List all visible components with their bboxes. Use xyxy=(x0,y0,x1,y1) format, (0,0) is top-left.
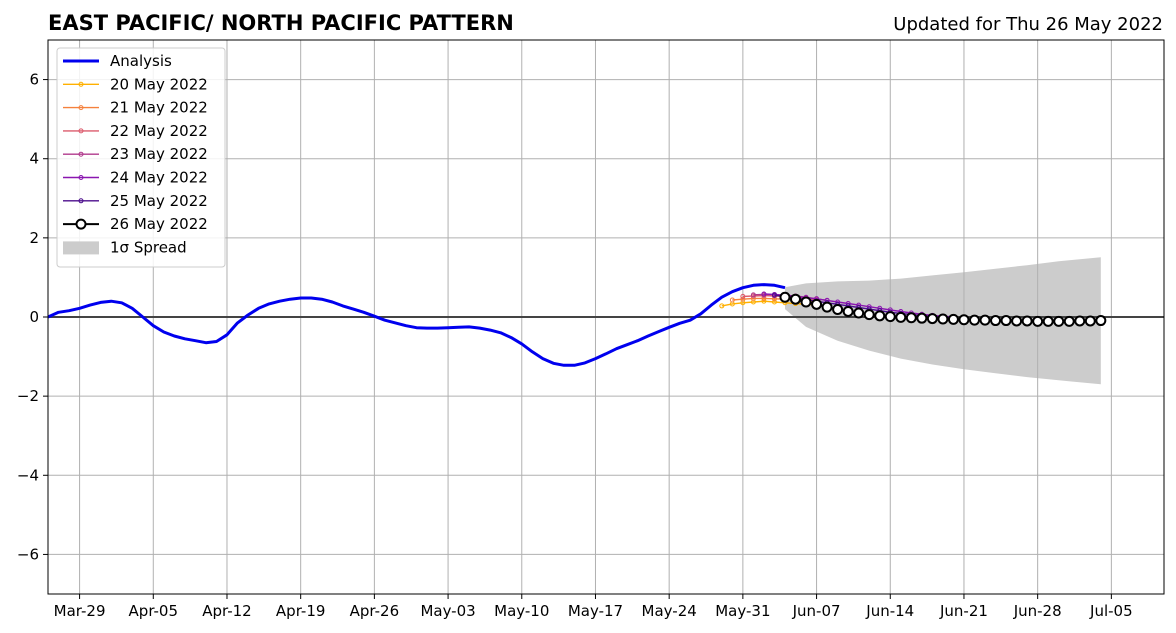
forecast-point xyxy=(1074,315,1086,327)
axes-frame xyxy=(47,39,1165,595)
x-tick-label: Apr-26 xyxy=(350,602,400,620)
forecast-point xyxy=(916,312,928,324)
x-tick-label: Apr-19 xyxy=(276,602,326,620)
forecast-point xyxy=(1000,315,1012,327)
y-tick-label: −2 xyxy=(17,387,39,405)
legend-label: 1σ Spread xyxy=(110,238,187,256)
plot-area: Mar-29 Apr-05 Apr-12 Apr-19 Apr-26 May-03 May-… xyxy=(17,39,1165,620)
forecast-point xyxy=(874,310,886,322)
x-tick-label: Jun-21 xyxy=(939,602,988,620)
forecast-point xyxy=(842,305,854,317)
forecast-point xyxy=(990,315,1002,327)
y-tick-label: 2 xyxy=(29,229,39,247)
forecast-point xyxy=(884,311,896,323)
forecast-point xyxy=(1032,315,1044,327)
legend-label: 24 May 2022 xyxy=(110,169,208,187)
x-tick-label: Mar-29 xyxy=(54,602,106,620)
y-tick-label: 4 xyxy=(29,150,39,168)
analysis-line xyxy=(47,283,786,367)
legend-marker xyxy=(78,128,84,134)
forecast-point xyxy=(1063,315,1075,327)
legend-marker xyxy=(75,218,87,230)
x-tick-label: Apr-12 xyxy=(202,602,252,620)
legend-marker xyxy=(78,81,84,87)
forecast-line xyxy=(721,300,817,307)
legend-label: 21 May 2022 xyxy=(110,99,208,117)
forecast-point xyxy=(779,291,791,303)
legend-label: 23 May 2022 xyxy=(110,145,208,163)
legend-marker xyxy=(78,175,84,180)
x-tick-label: May-10 xyxy=(494,602,549,620)
legend-marker xyxy=(78,151,84,157)
legend: Analysis 20 May 2022 21 May 2022 22 May 202… xyxy=(56,47,226,268)
y-tick-label: 6 xyxy=(29,71,39,89)
legend-box xyxy=(56,47,226,268)
forecast-point xyxy=(937,313,949,325)
legend-swatch xyxy=(63,241,99,255)
legend-label: 25 May 2022 xyxy=(110,192,208,210)
forecast-point xyxy=(905,312,917,324)
forecast-point xyxy=(958,314,970,326)
legend-label: 26 May 2022 xyxy=(110,215,208,233)
forecast-point xyxy=(947,313,959,325)
x-tick-label: Jun-28 xyxy=(1013,602,1062,620)
x-tick-label: May-24 xyxy=(642,602,697,620)
forecast-point xyxy=(1011,315,1023,327)
forecast-point xyxy=(790,293,802,305)
legend-label: 22 May 2022 xyxy=(110,122,208,140)
x-tick-label: Jun-14 xyxy=(865,602,914,620)
chart-subtitle: Updated for Thu 26 May 2022 xyxy=(893,14,1163,35)
x-tick-label: May-03 xyxy=(420,602,475,620)
forecast-point xyxy=(750,292,756,298)
forecast-point xyxy=(968,314,980,326)
forecast-point xyxy=(761,298,767,304)
forecast-point xyxy=(979,314,991,326)
forecast-point xyxy=(832,303,844,315)
legend-label: 20 May 2022 xyxy=(110,75,208,93)
chart-title: EAST PACIFIC/ NORTH PACIFIC PATTERN xyxy=(48,11,514,35)
x-tick-label: Apr-05 xyxy=(129,602,179,620)
forecast-point xyxy=(1095,315,1107,327)
forecast-point xyxy=(821,301,833,313)
y-tick-label: 0 xyxy=(29,308,39,326)
forecast-point xyxy=(895,311,907,323)
forecast-point xyxy=(740,296,746,302)
x-tick-label: May-17 xyxy=(568,602,623,620)
forecast-point xyxy=(1042,315,1054,327)
forecast-point xyxy=(800,296,812,308)
forecast-point xyxy=(771,299,777,305)
forecast-point xyxy=(863,309,875,321)
legend-marker xyxy=(78,105,84,111)
forecast-point xyxy=(1053,315,1065,327)
forecast-point xyxy=(1021,315,1033,327)
y-tick-label: −6 xyxy=(17,545,39,563)
x-tick-label: Jul-05 xyxy=(1089,602,1133,620)
y-tick-label: −4 xyxy=(17,466,39,484)
forecast-point xyxy=(740,293,746,299)
forecast-point xyxy=(811,298,823,310)
forecast-point xyxy=(926,313,938,325)
legend-marker xyxy=(78,198,84,204)
forecast-point xyxy=(853,307,865,319)
forecast-point xyxy=(719,303,725,309)
forecast-point xyxy=(771,292,777,298)
forecast-point xyxy=(1084,315,1096,327)
forecast-point xyxy=(761,291,767,297)
x-tick-label: Jun-07 xyxy=(792,602,841,620)
forecast-point xyxy=(729,297,735,303)
x-tick-label: May-31 xyxy=(715,602,770,620)
legend-label: Analysis xyxy=(110,52,172,70)
